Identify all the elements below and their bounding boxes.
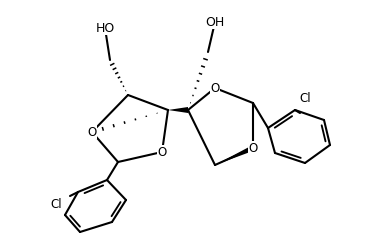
Text: Cl: Cl [50, 198, 62, 212]
Text: O: O [211, 81, 220, 94]
Text: O: O [87, 125, 97, 139]
Text: OH: OH [205, 15, 225, 29]
Text: Cl: Cl [299, 91, 311, 104]
Text: HO: HO [95, 21, 115, 35]
Text: O: O [157, 145, 166, 159]
Polygon shape [168, 107, 188, 113]
Polygon shape [215, 145, 254, 165]
Text: O: O [248, 142, 258, 154]
